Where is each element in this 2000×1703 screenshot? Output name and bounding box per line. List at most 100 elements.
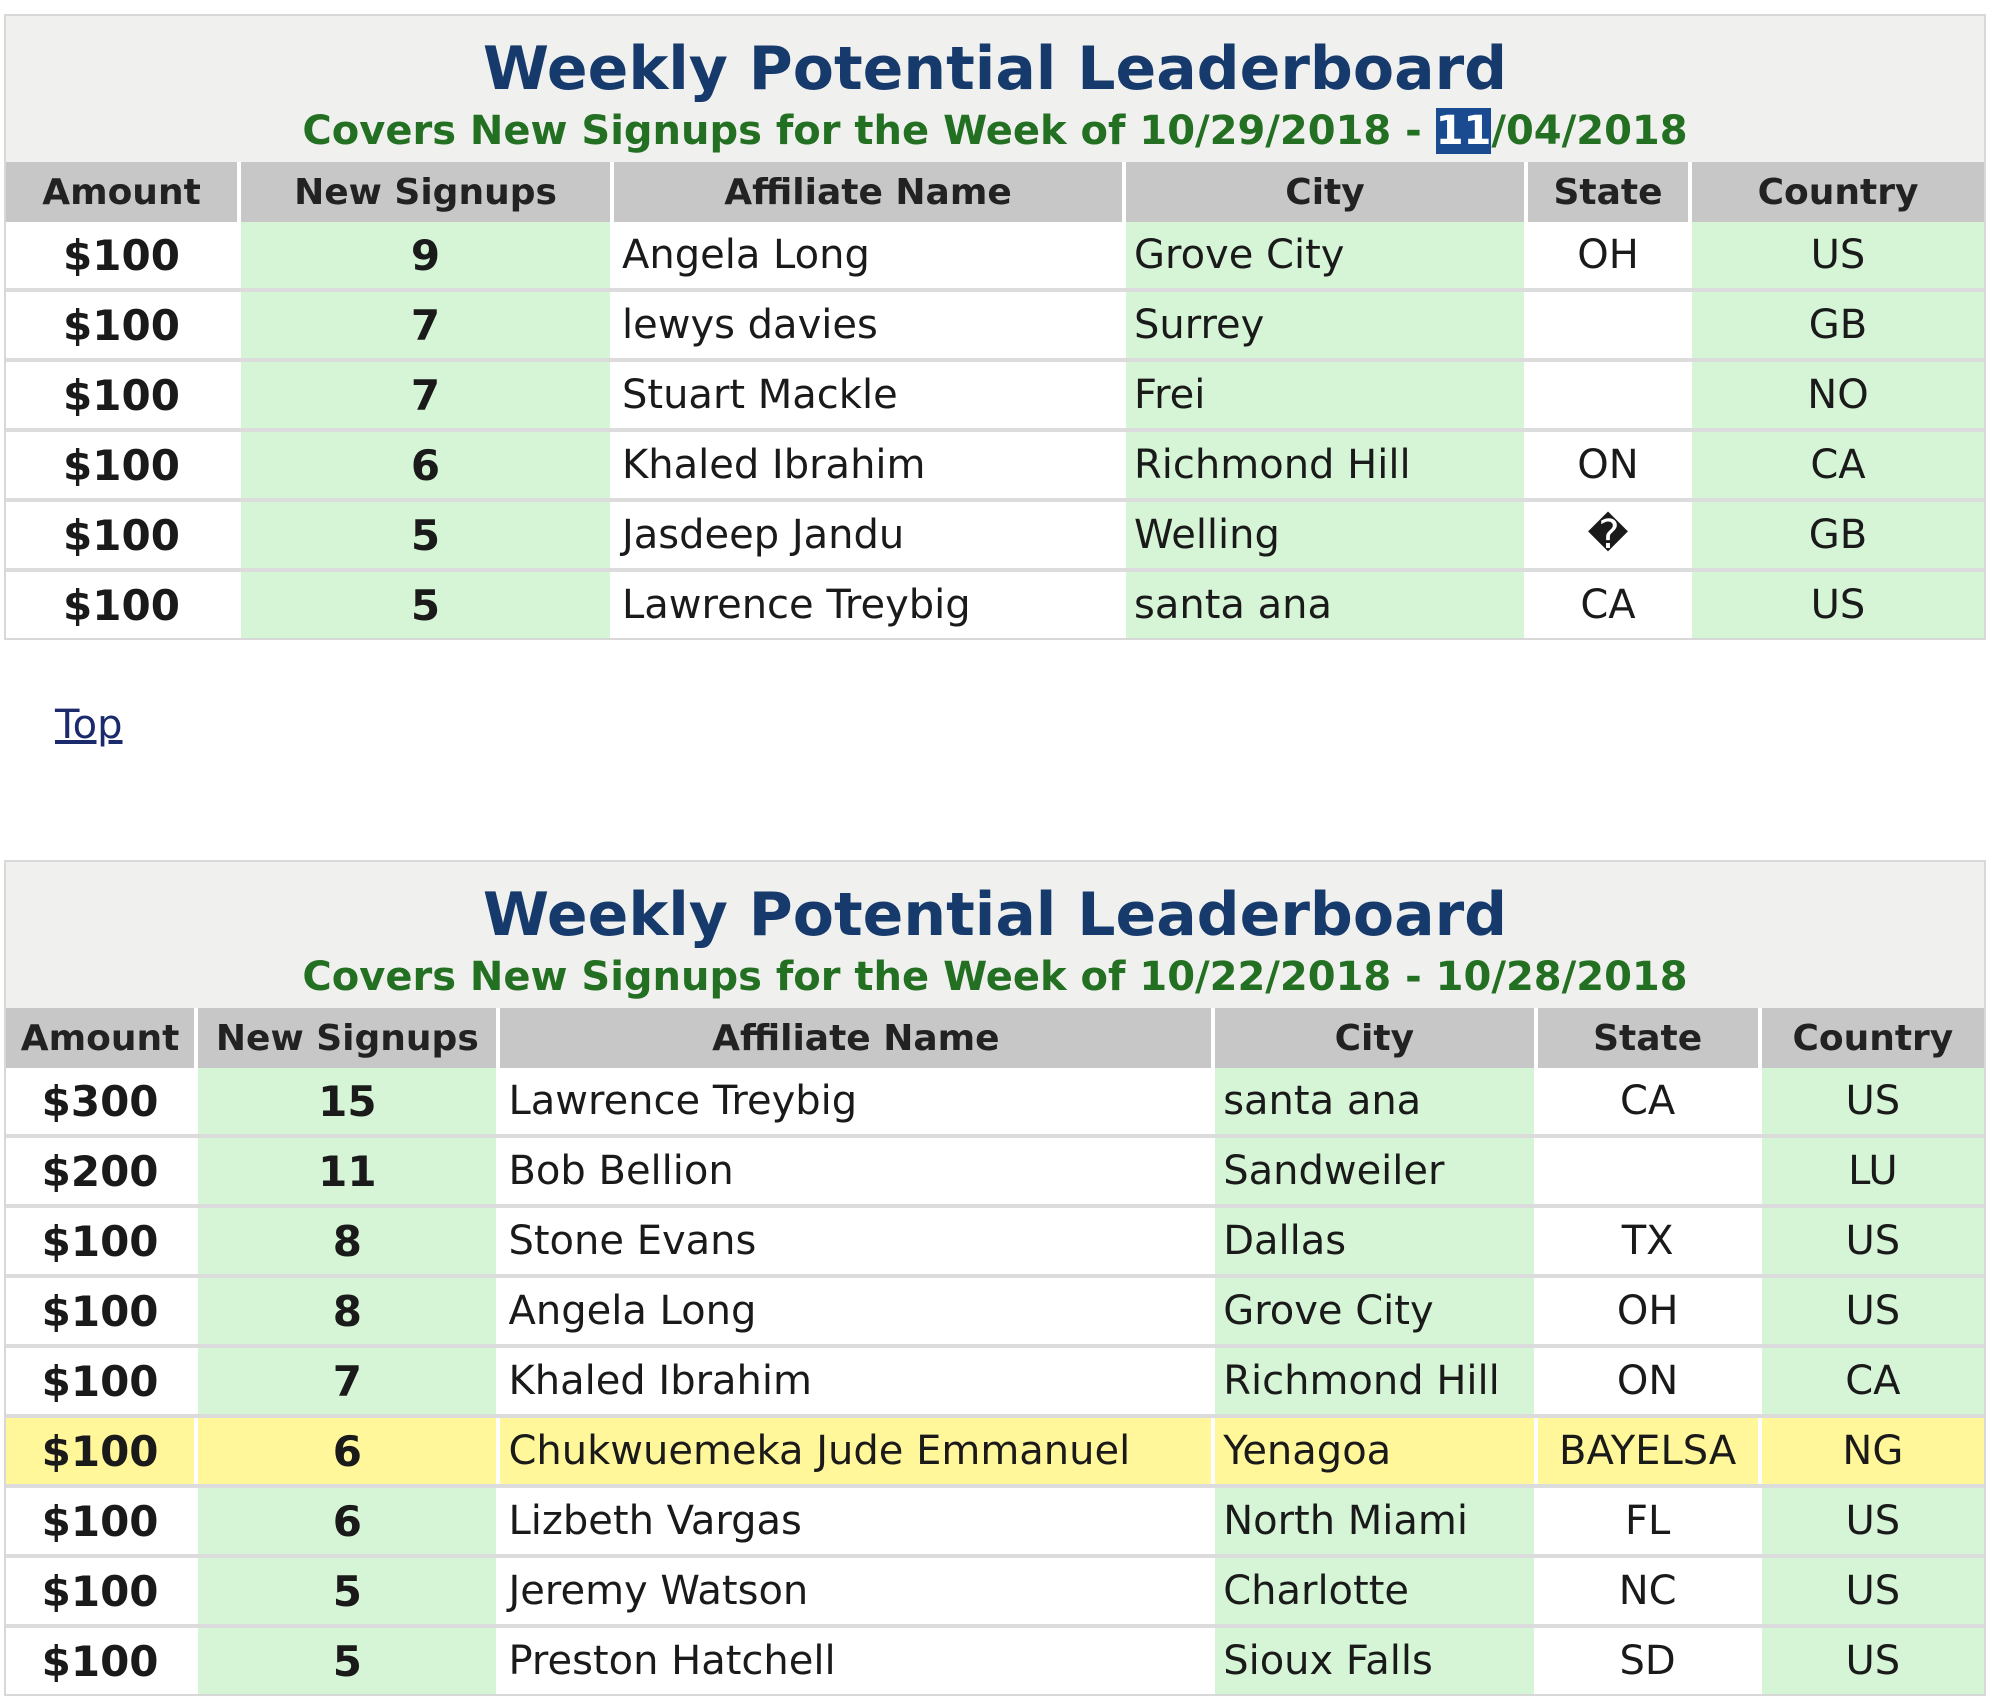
cell-affiliate-name: Lizbeth Vargas — [498, 1486, 1216, 1558]
leaderboard-title: Weekly Potential Leaderboard — [482, 880, 1508, 950]
cell-new-signups: 5 — [239, 570, 614, 638]
cell-state: FL — [1535, 1486, 1762, 1558]
table-row: $100 5 Preston Hatchell Sioux Falls SD US — [6, 1626, 1984, 1694]
cell-country: CA — [1690, 430, 1984, 502]
cell-state: CA — [1526, 570, 1692, 638]
cell-affiliate-name: lewys davies — [612, 290, 1126, 362]
cell-amount: $100 — [6, 1346, 199, 1418]
cell-city: Grove City — [1213, 1276, 1538, 1348]
cell-city: Welling — [1124, 500, 1528, 572]
table-row: $200 11 Bob Bellion Sandweiler LU — [6, 1136, 1984, 1208]
table-body: $300 15 Lawrence Treybig santa ana CA US $200 1… — [6, 1068, 1984, 1694]
cell-country: US — [1759, 1206, 1984, 1278]
leaderboard-table: Amount New Signups Affiliate Name City S… — [6, 162, 1984, 638]
cell-city: Sioux Falls — [1213, 1626, 1538, 1694]
cell-new-signups: 8 — [196, 1206, 501, 1278]
subtitle-prefix: Covers New Signups for the Week of 10/22… — [302, 954, 1688, 1000]
cell-affiliate-name: Stuart Mackle — [612, 360, 1126, 432]
table-header-row: Amount New Signups Affiliate Name City S… — [6, 1008, 1984, 1068]
cell-country: GB — [1690, 290, 1984, 362]
cell-affiliate-name: Khaled Ibrahim — [498, 1346, 1216, 1418]
cell-country: NG — [1759, 1416, 1984, 1488]
subtitle-suffix: /04/2018 — [1491, 108, 1688, 154]
cell-new-signups: 8 — [196, 1276, 501, 1348]
cell-country: GB — [1690, 500, 1984, 572]
cell-affiliate-name: Jeremy Watson — [498, 1556, 1216, 1628]
table-row: $100 6 Lizbeth Vargas North Miami FL US — [6, 1486, 1984, 1558]
cell-country: US — [1759, 1626, 1984, 1694]
table-body: $100 9 Angela Long Grove City OH US $100 7 lewys… — [6, 222, 1984, 638]
column-header-country: Country — [1759, 1008, 1984, 1068]
cell-state: NC — [1535, 1556, 1762, 1628]
cell-amount: $100 — [6, 500, 241, 572]
cell-state — [1535, 1136, 1762, 1208]
cell-amount: $100 — [6, 290, 241, 362]
cell-amount: $100 — [6, 1626, 199, 1694]
cell-state: ON — [1526, 430, 1692, 502]
column-header-city: City — [1213, 1008, 1538, 1068]
cell-amount: $200 — [6, 1136, 199, 1208]
cell-new-signups: 6 — [196, 1416, 501, 1488]
cell-affiliate-name: Lawrence Treybig — [498, 1068, 1216, 1138]
cell-city: Charlotte — [1213, 1556, 1538, 1628]
cell-country: LU — [1759, 1136, 1984, 1208]
cell-city: Yenagoa — [1213, 1416, 1538, 1488]
cell-amount: $100 — [6, 1556, 199, 1628]
leaderboard-title: Weekly Potential Leaderboard — [482, 34, 1508, 104]
cell-affiliate-name: Stone Evans — [498, 1206, 1216, 1278]
cell-amount: $300 — [6, 1068, 199, 1138]
table-header-row: Amount New Signups Affiliate Name City S… — [6, 162, 1984, 222]
cell-country: US — [1690, 222, 1984, 292]
cell-country: US — [1759, 1276, 1984, 1348]
subtitle-selected-text: 11 — [1435, 108, 1492, 154]
table-row: $100 7 Khaled Ibrahim Richmond Hill ON CA — [6, 1346, 1984, 1418]
subtitle-prefix: Covers New Signups for the Week of 10/29… — [302, 108, 1436, 154]
table-row: $100 5 Lawrence Treybig santa ana CA US — [6, 570, 1984, 638]
table-row: $100 6 Khaled Ibrahim Richmond Hill ON CA — [6, 430, 1984, 502]
leaderboard-header: Weekly Potential Leaderboard Covers New … — [6, 862, 1984, 1008]
table-row: $100 5 Jasdeep Jandu Welling � GB — [6, 500, 1984, 572]
cell-state: OH — [1526, 222, 1692, 292]
cell-city: santa ana — [1124, 570, 1528, 638]
table-row: $100 8 Angela Long Grove City OH US — [6, 1276, 1984, 1348]
cell-amount: $100 — [6, 1416, 199, 1488]
top-link[interactable]: Top — [55, 702, 123, 748]
cell-new-signups: 5 — [196, 1556, 501, 1628]
cell-amount: $100 — [6, 1486, 199, 1558]
cell-city: Sandweiler — [1213, 1136, 1538, 1208]
cell-new-signups: 6 — [196, 1486, 501, 1558]
cell-amount: $100 — [6, 360, 241, 432]
leaderboard-subtitle: Covers New Signups for the Week of 10/29… — [6, 108, 1984, 154]
cell-affiliate-name: Jasdeep Jandu — [612, 500, 1126, 572]
cell-affiliate-name: Preston Hatchell — [498, 1626, 1216, 1694]
cell-state — [1526, 290, 1692, 362]
cell-new-signups: 7 — [239, 290, 614, 362]
cell-new-signups: 7 — [196, 1346, 501, 1418]
column-header-state: State — [1526, 162, 1692, 222]
table-row: $300 15 Lawrence Treybig santa ana CA US — [6, 1068, 1984, 1138]
cell-amount: $100 — [6, 570, 241, 638]
cell-state: � — [1526, 500, 1692, 572]
cell-amount: $100 — [6, 222, 241, 292]
cell-city: santa ana — [1213, 1068, 1538, 1138]
column-header-affiliate-name: Affiliate Name — [612, 162, 1126, 222]
cell-state: TX — [1535, 1206, 1762, 1278]
column-header-new-signups: New Signups — [196, 1008, 501, 1068]
cell-city: Frei — [1124, 360, 1528, 432]
table-row: $100 8 Stone Evans Dallas TX US — [6, 1206, 1984, 1278]
cell-new-signups: 15 — [196, 1068, 501, 1138]
cell-city: Richmond Hill — [1213, 1346, 1538, 1418]
cell-new-signups: 6 — [239, 430, 614, 502]
cell-new-signups: 9 — [239, 222, 614, 292]
cell-city: Dallas — [1213, 1206, 1538, 1278]
cell-city: Surrey — [1124, 290, 1528, 362]
table-row: $100 5 Jeremy Watson Charlotte NC US — [6, 1556, 1984, 1628]
cell-country: CA — [1759, 1346, 1984, 1418]
cell-new-signups: 11 — [196, 1136, 501, 1208]
cell-affiliate-name: Bob Bellion — [498, 1136, 1216, 1208]
leaderboard-header: Weekly Potential Leaderboard Covers New … — [6, 16, 1984, 162]
cell-new-signups: 5 — [239, 500, 614, 572]
cell-state: ON — [1535, 1346, 1762, 1418]
column-header-city: City — [1124, 162, 1528, 222]
cell-state: CA — [1535, 1068, 1762, 1138]
